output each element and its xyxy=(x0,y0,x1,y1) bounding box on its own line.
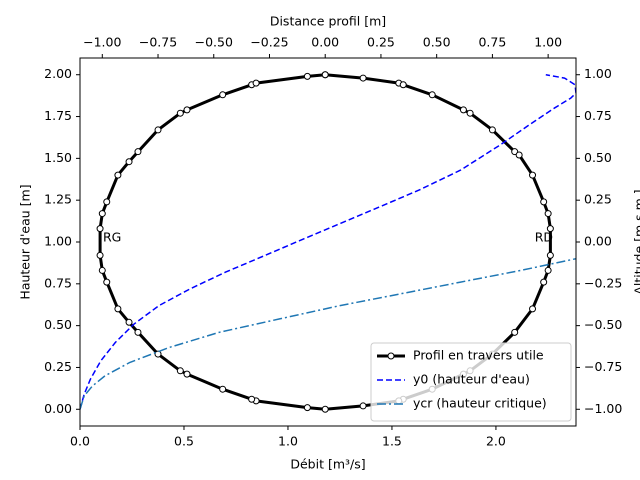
point-marker xyxy=(183,370,191,378)
point-marker xyxy=(511,328,519,336)
point-marker xyxy=(546,251,554,259)
point-marker xyxy=(103,278,111,286)
point-marker xyxy=(134,148,142,156)
point-marker xyxy=(399,81,407,89)
y2-axis-label: Altitude [m s.m.] xyxy=(632,189,640,294)
y-tick-label: 1.00 xyxy=(44,234,72,249)
x2-tick-label: −0.75 xyxy=(139,35,177,50)
point-marker xyxy=(428,91,436,99)
y2-tick-label: −0.50 xyxy=(584,317,622,332)
x-tick-label: 0.0 xyxy=(70,434,90,449)
point-marker xyxy=(466,109,474,117)
y-tick-label: 0.50 xyxy=(44,317,72,332)
y2-tick-label: 0.25 xyxy=(584,192,612,207)
point-marker xyxy=(114,171,122,179)
legend-label: ycr (hauteur critique) xyxy=(413,396,547,411)
x2-tick-label: 0.25 xyxy=(367,35,395,50)
point-marker xyxy=(96,225,104,233)
y-tick-label: 0.75 xyxy=(44,275,72,290)
y2-tick-label: 0.75 xyxy=(584,108,612,123)
point-marker xyxy=(544,266,552,274)
point-marker xyxy=(248,395,256,403)
point-marker xyxy=(359,74,367,82)
point-marker xyxy=(125,158,133,166)
point-marker xyxy=(359,402,367,410)
y-tick-label: 1.50 xyxy=(44,150,72,165)
point-marker xyxy=(529,171,537,179)
point-marker xyxy=(544,210,552,218)
point-marker xyxy=(303,404,311,412)
point-marker xyxy=(219,91,227,99)
x-tick-label: 1.5 xyxy=(382,434,402,449)
annotation: RD xyxy=(535,230,553,245)
x2-tick-label: −0.50 xyxy=(195,35,233,50)
point-marker xyxy=(114,305,122,313)
point-marker xyxy=(98,266,106,274)
point-marker xyxy=(303,72,311,80)
x2-axis-label: Distance profil [m] xyxy=(270,14,386,29)
plot-lines xyxy=(80,71,576,413)
y-tick-label: 1.75 xyxy=(44,108,72,123)
point-marker xyxy=(98,210,106,218)
point-marker xyxy=(134,328,142,336)
point-marker xyxy=(103,198,111,206)
y-tick-label: 0.00 xyxy=(44,401,72,416)
point-marker xyxy=(183,106,191,114)
y-tick-label: 2.00 xyxy=(44,66,72,81)
point-marker xyxy=(96,251,104,259)
series-line xyxy=(80,73,576,410)
y2-tick-label: 0.50 xyxy=(584,150,612,165)
legend-frame xyxy=(370,342,572,422)
legend-label: y0 (hauteur d'eau) xyxy=(413,372,530,387)
point-marker xyxy=(459,106,467,114)
point-marker xyxy=(252,79,260,87)
point-marker xyxy=(546,225,554,233)
y2-tick-label: −0.25 xyxy=(584,275,622,290)
point-marker xyxy=(321,71,329,79)
point-marker xyxy=(515,151,523,159)
point-marker xyxy=(540,278,548,286)
x-tick-label: 2.0 xyxy=(486,434,506,449)
y-axis-label: Hauteur d'eau [m] xyxy=(18,184,33,299)
y2-tick-label: −0.75 xyxy=(584,359,622,374)
point-marker xyxy=(321,405,329,413)
point-marker xyxy=(488,126,496,134)
x2-tick-label: 0.75 xyxy=(478,35,506,50)
y2-tick-label: −1.00 xyxy=(584,401,622,416)
point-marker xyxy=(125,318,133,326)
y-tick-label: 1.25 xyxy=(44,192,72,207)
x-tick-label: 0.5 xyxy=(174,434,194,449)
point-marker xyxy=(176,109,184,117)
legend-label: Profil en travers utile xyxy=(413,348,544,363)
x2-tick-label: −0.25 xyxy=(250,35,288,50)
point-marker xyxy=(219,385,227,393)
x2-tick-label: 1.00 xyxy=(534,35,562,50)
y2-tick-label: 1.00 xyxy=(584,66,612,81)
x2-tick-label: −1.00 xyxy=(83,35,121,50)
annotation: RG xyxy=(103,230,121,245)
y2-tick-label: 0.00 xyxy=(584,234,612,249)
x-tick-label: 1.0 xyxy=(278,434,298,449)
legend-marker xyxy=(387,352,395,360)
point-marker xyxy=(529,305,537,313)
point-marker xyxy=(154,350,162,358)
x-axis-label: Débit [m³/s] xyxy=(290,457,365,472)
point-marker xyxy=(540,198,548,206)
point-marker xyxy=(176,367,184,375)
legend: Profil en travers utile y0 (hauteur d'eau… xyxy=(370,342,572,422)
x2-tick-label: 0.50 xyxy=(423,35,451,50)
point-marker xyxy=(154,126,162,134)
series-line xyxy=(80,257,576,410)
x2-tick-label: 0.00 xyxy=(311,35,339,50)
y-tick-label: 0.25 xyxy=(44,359,72,374)
